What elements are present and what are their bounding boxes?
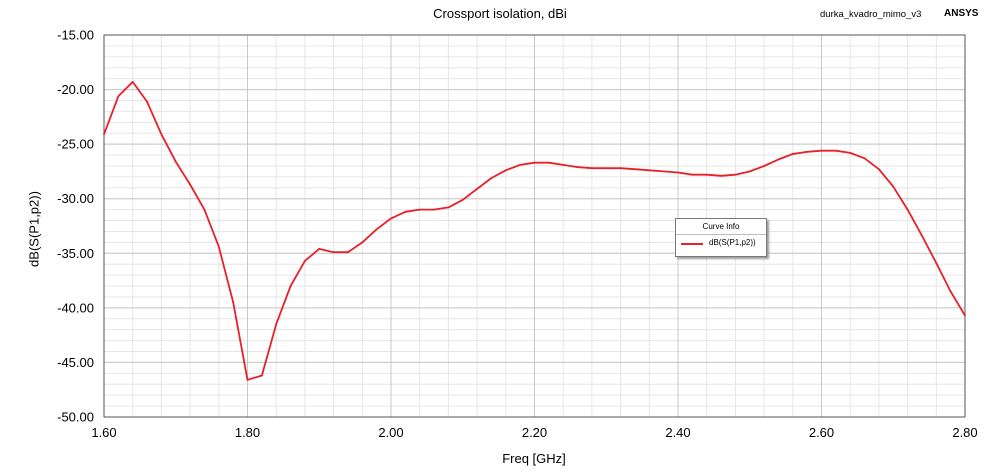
y-axis-label: dB(S(P1,p2)) xyxy=(26,191,42,267)
data-point xyxy=(705,173,708,176)
data-point xyxy=(820,149,823,152)
data-point xyxy=(117,95,120,98)
y-tick-label: -25.00 xyxy=(57,137,94,152)
legend-swatch xyxy=(681,243,703,245)
data-point xyxy=(634,168,636,171)
data-point xyxy=(476,187,478,190)
data-point xyxy=(734,173,737,176)
data-point xyxy=(964,314,966,317)
data-point xyxy=(777,158,780,161)
data-point xyxy=(447,206,450,209)
series-layer xyxy=(103,81,966,381)
x-axis-label: Freq [GHz] xyxy=(502,451,566,466)
data-point xyxy=(275,323,278,326)
data-point xyxy=(332,251,335,254)
data-point xyxy=(361,241,364,244)
data-point xyxy=(648,169,651,172)
data-point xyxy=(232,301,235,304)
data-point xyxy=(146,100,148,103)
data-point xyxy=(347,251,349,254)
data-point xyxy=(160,133,163,136)
data-point xyxy=(174,160,177,163)
data-point xyxy=(519,163,522,166)
data-point xyxy=(834,149,837,152)
data-point xyxy=(103,133,105,136)
data-point xyxy=(289,285,292,287)
data-point xyxy=(921,234,923,237)
x-tick-label: 1.80 xyxy=(235,425,260,440)
x-tick-label: 2.60 xyxy=(809,425,834,440)
data-point xyxy=(748,170,751,173)
x-tick-label: 1.60 xyxy=(91,425,116,440)
y-tick-label: -45.00 xyxy=(57,355,94,370)
data-point xyxy=(461,198,464,201)
data-point xyxy=(490,177,493,179)
data-point xyxy=(433,208,435,211)
data-point xyxy=(878,168,880,171)
data-point xyxy=(763,165,765,167)
data-point xyxy=(806,150,809,153)
y-tick-label: -20.00 xyxy=(57,82,94,97)
y-tick-labels: -15.00 -20.00 -25.00 -30.00 -35.00 -40.00 -45.… xyxy=(57,28,94,425)
data-point xyxy=(720,174,722,177)
legend-box[interactable]: Curve Info dB(S(P1,p2)) xyxy=(675,218,767,257)
plot-frame xyxy=(103,34,966,418)
x-tick-label: 2.20 xyxy=(522,425,547,440)
data-point xyxy=(605,167,608,170)
data-point xyxy=(892,185,895,188)
data-point xyxy=(304,260,306,262)
brand-logo: ANSYS xyxy=(944,8,979,19)
y-tick-label: -50.00 xyxy=(57,410,94,425)
data-point xyxy=(662,170,665,173)
data-point xyxy=(203,208,206,211)
legend-entry[interactable]: dB(S(P1,p2)) xyxy=(676,235,766,255)
data-point xyxy=(591,167,593,170)
data-point xyxy=(189,183,192,186)
data-point xyxy=(418,208,421,211)
x-tick-labels: 1.60 1.80 2.00 2.20 2.40 2.60 2.80 xyxy=(91,425,977,440)
data-point xyxy=(562,163,565,166)
y-tick-label: -35.00 xyxy=(57,246,94,261)
data-point xyxy=(533,161,536,164)
legend-series-name: dB(S(P1,p2)) xyxy=(709,238,756,247)
legend-title: Curve Info xyxy=(676,219,766,235)
data-point xyxy=(404,210,407,213)
data-point xyxy=(547,161,550,164)
data-point xyxy=(677,171,679,174)
x-tick-label: 2.40 xyxy=(665,425,690,440)
data-point xyxy=(217,245,220,248)
y-tick-label: -30.00 xyxy=(57,191,94,206)
data-point xyxy=(576,166,579,168)
data-point xyxy=(906,208,909,211)
data-point xyxy=(949,290,952,293)
data-point xyxy=(260,374,263,377)
data-point xyxy=(390,217,392,220)
data-point xyxy=(863,157,866,160)
data-point xyxy=(246,378,249,381)
y-tick-label: -15.00 xyxy=(57,28,94,43)
chart-title: Crossport isolation, dBi xyxy=(433,6,567,21)
data-point xyxy=(318,248,321,250)
data-point xyxy=(375,228,378,231)
data-point xyxy=(504,169,507,172)
data-point xyxy=(791,153,794,155)
y-tick-label: -40.00 xyxy=(57,300,94,315)
project-name: durka_kvadro_mimo_v3 xyxy=(820,9,922,20)
grid-major xyxy=(103,34,966,418)
data-point xyxy=(849,151,852,154)
x-tick-label: 2.00 xyxy=(378,425,403,440)
data-point xyxy=(935,262,938,265)
data-point xyxy=(619,167,622,170)
data-point xyxy=(691,173,694,176)
x-tick-label: 2.80 xyxy=(952,425,977,440)
data-point xyxy=(131,81,134,83)
